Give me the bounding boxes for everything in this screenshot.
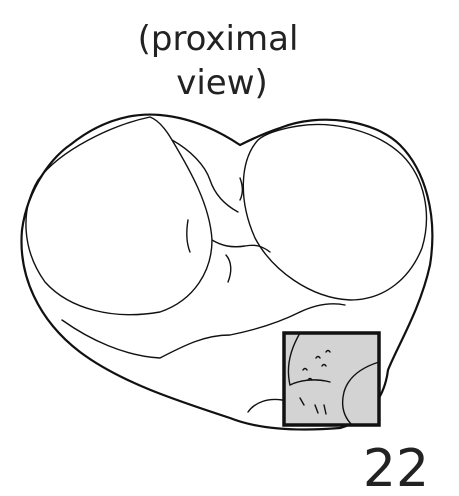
- intercondylar-line-4: [185, 219, 191, 253]
- region-label: 22: [363, 439, 429, 496]
- anterior-line-1: [61, 311, 301, 359]
- intercondylar-line-3: [225, 254, 232, 283]
- highlight-region: [282, 331, 381, 427]
- region-tick-3: [299, 397, 305, 406]
- intercondylar-line-5: [239, 177, 243, 201]
- caption-line-1: (proximal: [138, 19, 299, 59]
- anterior-line-2: [299, 303, 346, 313]
- caption-line-2: view): [176, 63, 268, 103]
- region-speckle-3: [321, 363, 327, 367]
- medial-condyle-outline: [25, 116, 213, 316]
- plateau-outline: [20, 113, 434, 431]
- intercondylar-line-2: [211, 239, 271, 253]
- anterior-line-3: [247, 398, 283, 413]
- region-speckle-2: [315, 355, 321, 359]
- region-speckle-4: [307, 377, 313, 381]
- region-speckle-1: [302, 367, 308, 371]
- region-tick-1: [314, 404, 319, 414]
- intercondylar-line-1: [171, 139, 239, 213]
- region-tick-2: [323, 404, 327, 415]
- lateral-condyle-outline: [242, 123, 428, 301]
- region-line-2: [341, 361, 380, 426]
- region-line-1: [287, 332, 301, 386]
- region-speckle-5: [325, 349, 331, 353]
